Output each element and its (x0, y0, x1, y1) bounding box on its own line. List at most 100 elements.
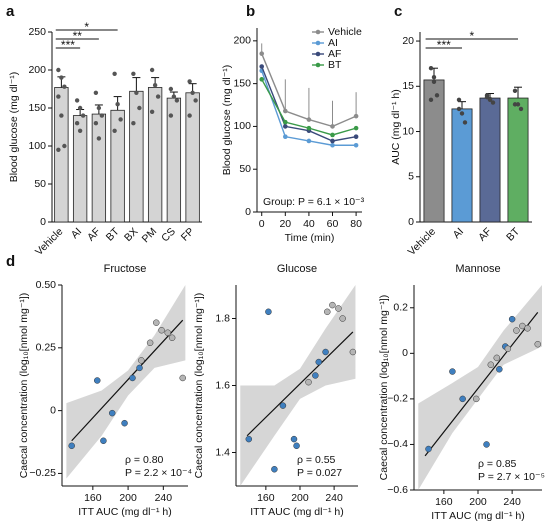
data-point (487, 96, 493, 102)
significance-label: *** (61, 38, 75, 52)
data-point (483, 441, 490, 448)
y-tick-label: −0.25 (29, 467, 56, 479)
data-point (115, 102, 120, 107)
y-tick-label: 1.6 (215, 379, 230, 391)
annotation: ρ = 0.55 (297, 454, 336, 466)
legend-marker (315, 29, 321, 35)
data-point (136, 364, 143, 372)
data-point (279, 402, 287, 409)
data-point (146, 339, 154, 347)
bar (507, 97, 529, 223)
data-point (179, 374, 186, 382)
data-point (349, 348, 357, 356)
data-point (112, 71, 117, 77)
y-tick-label: 100 (233, 120, 251, 132)
panel-label: a (6, 3, 15, 20)
data-point (77, 105, 83, 111)
x-axis-label: Time (min) (285, 232, 335, 244)
x-tick-label: 240 (155, 492, 173, 504)
plot-title: Glucose (277, 263, 317, 275)
data-point (93, 377, 101, 384)
data-point (513, 327, 520, 334)
data-point (158, 326, 165, 334)
y-axis-label: Caecal concentration (log₁₀[nmol mg⁻¹]) (378, 295, 390, 481)
y-tick-label: 200 (28, 64, 46, 76)
data-point (493, 354, 501, 362)
data-point (131, 121, 136, 126)
data-point (434, 93, 440, 98)
x-tick-label: AI (69, 226, 85, 242)
data-point (456, 106, 462, 112)
plot-title: Fructose (104, 263, 147, 275)
bar (129, 90, 144, 223)
data-point (56, 147, 61, 152)
data-point (168, 113, 174, 118)
series-point (283, 124, 288, 129)
series-point (283, 108, 288, 114)
data-point (462, 120, 468, 125)
data-point (265, 308, 272, 316)
data-point (112, 128, 117, 133)
data-point (324, 308, 331, 316)
data-point (121, 419, 128, 427)
x-tick-label: 200 (119, 492, 137, 504)
y-tick-label: 0.25 (36, 342, 57, 354)
data-point (96, 105, 102, 111)
confidence-band (418, 285, 542, 490)
x-tick-label: 20 (279, 218, 291, 230)
y-tick-label: 1.8 (215, 312, 230, 324)
panel-label: b (246, 3, 255, 20)
data-point (164, 329, 171, 336)
data-point (245, 435, 253, 443)
data-point (193, 98, 198, 103)
bar (54, 87, 69, 223)
data-point (534, 340, 541, 348)
data-point (322, 348, 329, 356)
data-point (456, 97, 462, 103)
data-point (315, 358, 323, 366)
data-point (459, 111, 465, 116)
annotation: P = 0.027 (297, 467, 342, 479)
data-point (459, 395, 466, 403)
x-tick-label: 40 (303, 218, 315, 230)
x-tick-label: 200 (469, 496, 487, 508)
series-point (259, 77, 265, 82)
data-point (490, 100, 496, 105)
series-point (259, 64, 265, 69)
y-tick-label: 150 (233, 77, 251, 89)
y-tick-label: 0 (50, 404, 56, 416)
fit-line (424, 311, 539, 457)
x-tick-label: 240 (325, 492, 343, 504)
x-tick-label: Vehicle (33, 225, 66, 258)
data-point (99, 113, 105, 118)
data-point (428, 65, 434, 71)
bar (110, 109, 125, 223)
data-point (290, 435, 298, 443)
data-point (168, 86, 174, 92)
data-point (149, 109, 155, 115)
y-tick-label: 0.2 (393, 302, 408, 314)
legend-marker (315, 40, 321, 46)
fit-line (71, 319, 184, 442)
data-point (335, 305, 342, 312)
fit-line (246, 331, 354, 437)
data-point (93, 121, 99, 126)
data-point (77, 128, 83, 133)
y-tick-label: 0 (408, 216, 414, 228)
legend-marker (315, 51, 321, 57)
x-tick-label: CS (159, 226, 178, 245)
series-point (283, 134, 288, 139)
series-point (353, 113, 359, 119)
data-point (59, 75, 64, 80)
series-point (353, 134, 359, 139)
data-point (149, 67, 155, 73)
data-point (312, 372, 319, 379)
data-point (271, 466, 278, 473)
y-axis-label: Blood glucose (mg dl⁻¹) (221, 65, 233, 176)
annotation: ρ = 0.85 (478, 458, 517, 470)
x-tick-label: PM (140, 226, 160, 246)
panel-label: d (6, 253, 15, 270)
legend-label: BT (328, 59, 342, 71)
y-tick-label: 50 (239, 163, 251, 175)
